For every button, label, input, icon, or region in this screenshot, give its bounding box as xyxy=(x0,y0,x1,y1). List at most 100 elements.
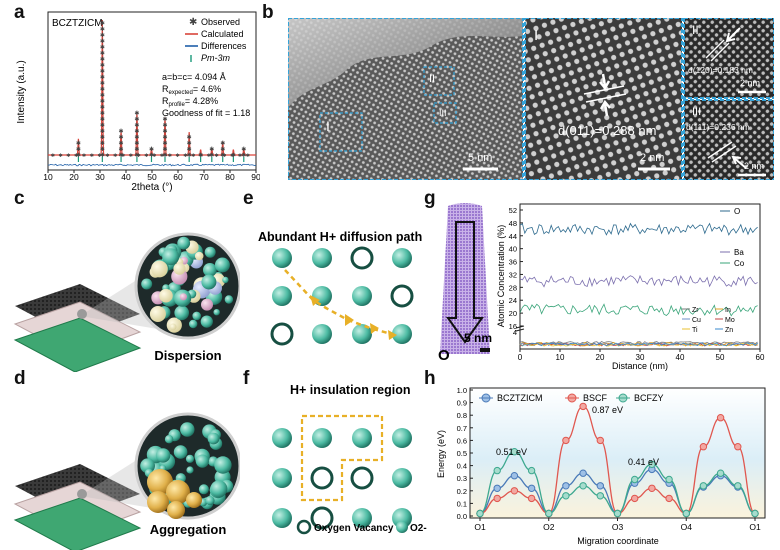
conc-y-tick-label: 24 xyxy=(509,296,517,305)
legend-cu: Cu xyxy=(692,317,701,324)
e-oxygen-ion xyxy=(352,324,372,344)
xrd-observed-point: ✱ xyxy=(98,153,103,159)
legend-bcfzy: BCFZY xyxy=(634,393,664,403)
xrd-observed-point: ✱ xyxy=(134,116,139,123)
xrd-observed-point: ✱ xyxy=(134,128,139,135)
energy-point-bscf xyxy=(562,436,570,445)
legend-mo: Mo xyxy=(725,317,735,324)
conc-x-tick-label: 10 xyxy=(556,353,565,362)
xrd-observed-point: ✱ xyxy=(119,128,124,135)
xrd-observed-point: ✱ xyxy=(82,153,87,159)
xrd-observed-point: ✱ xyxy=(231,152,236,159)
conc-series-o xyxy=(519,222,758,236)
panel-label-h: h xyxy=(424,368,436,389)
legend-bscf: BSCF xyxy=(583,393,608,403)
energy-point-bcztzicm xyxy=(527,484,536,493)
f-oxygen-ion xyxy=(272,428,292,448)
xrd-legend-calculated: Calculated xyxy=(201,29,244,39)
xrd-observed-point: ✱ xyxy=(134,122,139,129)
conc-plot-area xyxy=(519,222,758,347)
xrd-observed-point: ✱ xyxy=(246,153,251,159)
energy-point-bcfzy xyxy=(613,509,622,518)
energy-point-bscf xyxy=(579,402,587,411)
aggregation-sphere-gold xyxy=(147,469,173,495)
conc-y-tick-label: 20 xyxy=(509,309,517,318)
tem-vacuum-region xyxy=(288,18,523,108)
xrd-observed-point: ✱ xyxy=(220,140,225,147)
tem-zoom-ii-label: II xyxy=(692,23,699,37)
xrd-observed-point: ✱ xyxy=(100,128,105,135)
aggregation-sphere-teal xyxy=(198,484,209,495)
xrd-observed-point: ✱ xyxy=(76,140,81,147)
energy-y-tick-label: 0.0 xyxy=(457,512,467,521)
f-vacancy xyxy=(310,506,334,530)
xrd-observed-point: ✱ xyxy=(152,153,157,159)
energy-y-tick-label: 0.2 xyxy=(457,487,467,496)
xrd-x-tick-label: 60 xyxy=(173,172,183,182)
energy-point-bcfzy xyxy=(562,492,570,500)
energy-point-bcztzicm xyxy=(596,482,605,490)
energy-point-bscf xyxy=(510,487,519,495)
e-vacancy xyxy=(270,322,294,346)
energy-x-tick-label: O4 xyxy=(681,522,693,532)
energy-point-bcztzicm xyxy=(510,472,519,480)
conc-x-tick-label: 0 xyxy=(518,353,523,362)
xrd-observed-point: ✱ xyxy=(100,92,105,99)
dispersed-sphere xyxy=(214,257,230,273)
energy-axes: 0.0 0.1 0.2 0.3 0.4 0.5 0.6 0.7 0.8 0.9 1.0 O1 O2 O3 O… xyxy=(457,386,761,532)
e-arrow-3 xyxy=(370,323,379,334)
tem-zoom-ii-border xyxy=(683,18,774,99)
xrd-observed-point: ✱ xyxy=(187,134,192,141)
energy-y-tick-label: 0.7 xyxy=(457,424,467,433)
dispersed-sphere xyxy=(224,295,234,304)
aggregation-sphere-gold xyxy=(166,480,190,504)
tem-zoom-iii-arrow xyxy=(731,155,747,169)
xrd-observed-point: ✱ xyxy=(209,146,214,153)
energy-chart: 0.0 0.1 0.2 0.3 0.4 0.5 0.6 0.7 0.8 0.9 1.0 O1 O2 O3 O… xyxy=(436,386,766,546)
energy-x-tick-label: O1 xyxy=(474,522,486,532)
xrd-observed-point: ✱ xyxy=(187,146,192,153)
xrd-observed-point: ✱ xyxy=(215,153,220,159)
energy-point-bcfzy xyxy=(493,466,501,475)
xrd-observed-point: ✱ xyxy=(134,134,139,141)
xrd-observed-point: ✱ xyxy=(74,153,79,159)
xrd-legend-differences: Differences xyxy=(201,41,247,51)
xrd-differences-line xyxy=(47,163,257,167)
xrd-observed-point: ✱ xyxy=(238,153,243,159)
e-oxygen-ion xyxy=(352,286,372,306)
conc-y-tick-label: 52 xyxy=(509,206,517,215)
e-vacancy xyxy=(350,246,374,270)
d-spheres xyxy=(140,422,234,519)
tem-main-border xyxy=(288,18,524,180)
energy-x-label: Migration coordinate xyxy=(577,536,659,546)
f-insulation-outline xyxy=(300,414,384,502)
xrd-observed-point: ✱ xyxy=(100,152,105,159)
xrd-observed-point: ✱ xyxy=(100,32,105,39)
energy-y-tick-label: 0.1 xyxy=(457,499,467,508)
xrd-observed-point: ✱ xyxy=(183,153,188,159)
tem-region-iii-label: III xyxy=(439,108,447,118)
f-legend-oxygen: O2- xyxy=(410,523,427,534)
xrd-observed-point: ✱ xyxy=(220,152,225,159)
f-oxygen-ion xyxy=(312,428,332,448)
conc-y-label: Atomic Concentration (%) xyxy=(496,225,506,328)
panel-label-a: a xyxy=(14,2,25,23)
tem-zoom-iii-image xyxy=(684,100,774,180)
xrd-observed-point: ✱ xyxy=(230,153,235,159)
xrd-observed-point: ✱ xyxy=(100,50,105,57)
energy-point-bscf xyxy=(665,494,673,503)
legend-zn: Zn xyxy=(725,327,733,334)
xrd-x-tick-label: 10 xyxy=(43,172,53,182)
xrd-observed-point: ✱ xyxy=(76,146,81,153)
energy-point-bcfzy xyxy=(527,466,536,475)
energy-y-tick-label: 0.4 xyxy=(457,462,467,471)
energy-point-bcztzicm xyxy=(579,469,587,477)
tem-zoom-ii-scale: 2 nm xyxy=(740,78,760,88)
xrd-observed-point: ✱ xyxy=(100,80,105,87)
conc-x-tick-label: 50 xyxy=(716,353,725,362)
tem-zoom-iii-fringe-b xyxy=(711,145,737,163)
energy-point-bcfzy xyxy=(682,509,690,518)
d-zoom-origin xyxy=(77,489,87,499)
dispersed-sphere xyxy=(222,276,229,284)
